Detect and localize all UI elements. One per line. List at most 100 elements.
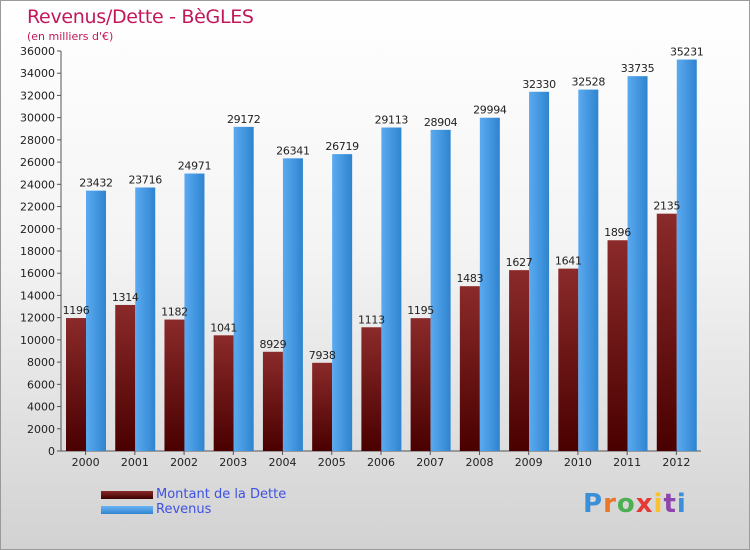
data-label-revenus: 29994 [473, 104, 507, 117]
y-tick-label: 26000 [20, 156, 55, 169]
x-tick-label: 2005 [318, 456, 346, 469]
y-tick-label: 8000 [27, 356, 55, 369]
y-tick-label: 2000 [27, 423, 55, 436]
bar-dette [66, 318, 86, 451]
data-label-dette: 1196 [63, 304, 90, 317]
x-tick-label: 2004 [269, 456, 297, 469]
bar-dette [115, 304, 136, 451]
data-label-revenus: 29172 [227, 113, 261, 126]
bar-dette [361, 327, 382, 451]
proxiti-logo: Proxiti [583, 489, 687, 519]
bar-revenus [282, 158, 303, 452]
bar-dette [607, 240, 628, 451]
legend-swatch-dette [101, 491, 153, 499]
bar-revenus [184, 173, 205, 452]
bar-revenus [233, 126, 254, 451]
y-tick-label: 12000 [20, 312, 55, 325]
y-tick-label: 6000 [27, 378, 55, 391]
bar-revenus [529, 91, 550, 452]
bar-revenus [627, 76, 648, 452]
data-label-dette: 1041 [210, 321, 237, 334]
logo-letter: P [583, 489, 604, 519]
x-tick-label: 2009 [515, 456, 543, 469]
x-tick-label: 2010 [564, 456, 592, 469]
y-tick-label: 34000 [20, 67, 55, 80]
y-tick-label: 28000 [20, 134, 55, 147]
y-tick-label: 16000 [20, 267, 55, 280]
data-label-revenus: 28904 [424, 116, 458, 129]
y-tick-label: 20000 [20, 223, 55, 236]
x-tick-label: 2012 [662, 456, 690, 469]
bar-dette [656, 213, 677, 451]
x-tick-label: 2011 [613, 456, 641, 469]
y-tick-label: 10000 [20, 334, 55, 347]
y-tick-label: 18000 [20, 245, 55, 258]
data-label-revenus: 26719 [325, 140, 359, 153]
bar-dette [213, 335, 234, 451]
data-label-revenus: 33735 [621, 62, 655, 75]
data-label-dette: 1182 [161, 306, 188, 319]
bar-revenus [479, 117, 500, 451]
x-tick-label: 2000 [72, 456, 100, 469]
data-label-dette: 1195 [407, 304, 434, 317]
chart-title: Revenus/Dette - BèGLES [27, 6, 254, 28]
bar-dette [459, 286, 480, 451]
data-label-revenus: 29113 [375, 114, 409, 127]
x-tick-label: 2003 [219, 456, 247, 469]
legend-swatch-revenus [101, 506, 153, 514]
legend-label-revenus: Revenus [156, 502, 212, 517]
y-tick-label: 24000 [20, 178, 55, 191]
data-label-dette: 1641 [555, 255, 582, 268]
bar-revenus [86, 190, 106, 451]
data-label-dette: 2135 [653, 200, 680, 213]
data-label-revenus: 26341 [276, 144, 310, 157]
bar-revenus [676, 59, 697, 452]
data-label-dette: 8929 [260, 338, 287, 351]
y-tick-label: 36000 [20, 45, 55, 58]
bar-dette [558, 268, 579, 451]
y-tick-label: 22000 [20, 201, 55, 214]
logo-letter: t [663, 489, 677, 519]
x-tick-label: 2007 [416, 456, 444, 469]
bar-dette [262, 351, 283, 451]
logo-letter: i [653, 489, 664, 519]
y-tick-label: 4000 [27, 401, 55, 414]
data-label-revenus: 24971 [178, 160, 212, 173]
bar-dette [410, 318, 431, 451]
data-label-dette: 1627 [506, 256, 533, 269]
bar-revenus [430, 129, 451, 451]
data-label-revenus: 32330 [522, 78, 556, 91]
bar-revenus [381, 127, 402, 452]
bar-revenus [578, 89, 599, 452]
logo-letter: r [603, 489, 617, 519]
logo-letter: i [676, 489, 687, 519]
bar-dette [509, 270, 530, 451]
data-label-revenus: 35231 [670, 46, 704, 59]
legend-label-dette: Montant de la Dette [156, 487, 287, 502]
bar-dette [312, 362, 333, 451]
data-label-dette: 7938 [309, 349, 336, 362]
bar-revenus [332, 154, 353, 451]
x-tick-label: 2002 [170, 456, 198, 469]
logo-letter: x [635, 489, 654, 519]
bar-revenus [135, 187, 156, 451]
logo-letter: o [616, 489, 636, 519]
chart-subtitle: (en milliers d'€) [27, 30, 114, 43]
data-label-revenus: 23432 [79, 177, 113, 190]
data-label-dette: 1896 [604, 226, 631, 239]
data-label-revenus: 32528 [572, 76, 606, 89]
x-tick-label: 2001 [121, 456, 149, 469]
data-label-dette: 1113 [358, 313, 385, 326]
bar-dette [164, 319, 185, 451]
data-label-revenus: 23716 [128, 173, 162, 186]
y-tick-label: 0 [48, 445, 55, 458]
y-tick-label: 30000 [20, 112, 55, 125]
data-label-dette: 1314 [112, 291, 139, 304]
x-tick-label: 2006 [367, 456, 395, 469]
x-tick-label: 2008 [465, 456, 493, 469]
y-tick-label: 14000 [20, 289, 55, 302]
y-tick-label: 32000 [20, 89, 55, 102]
data-label-dette: 1483 [456, 272, 483, 285]
